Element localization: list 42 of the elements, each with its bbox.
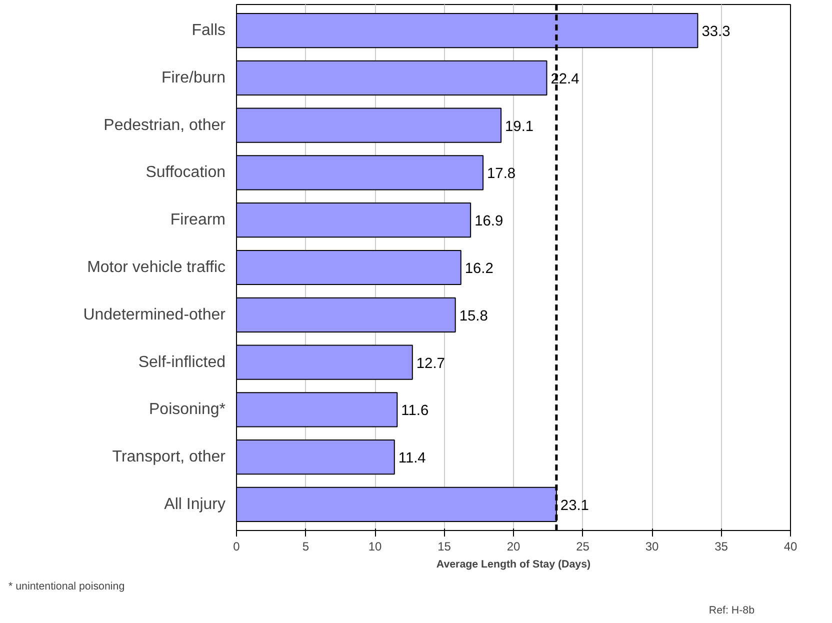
x-tick-label: 15 — [438, 540, 452, 554]
bar — [236, 108, 502, 143]
text: Ref: H-8b — [708, 604, 755, 616]
y-tick-label: Undetermined-other — [83, 306, 226, 324]
x-tick-label: 5 — [302, 540, 310, 554]
y-tick-label: Firearm — [170, 212, 226, 229]
bar — [236, 60, 548, 96]
data-label: 23.1 — [560, 498, 589, 514]
x-tick-label: 0 — [233, 540, 240, 554]
y-tick-label: Pedestrian, other — [104, 116, 226, 134]
x-tick-label: 10 — [368, 540, 382, 554]
y-tick-label: Falls — [192, 22, 226, 40]
bar — [236, 250, 462, 286]
x-tick-label: 20 — [506, 540, 520, 554]
data-label: 17.8 — [487, 166, 516, 182]
x-tick-label: 35 — [714, 540, 728, 554]
y-tick-label: Suffocation — [146, 164, 226, 182]
bar — [236, 439, 395, 475]
data-label: 16.2 — [464, 261, 494, 277]
y-tick-label: Transport, other — [112, 448, 226, 466]
bar — [236, 344, 413, 380]
data-label: 33.3 — [702, 24, 730, 40]
x-axis-title: Average Length of Stay (Days) — [436, 558, 592, 570]
bar — [236, 297, 456, 332]
y-tick-label: Self-inflicted — [138, 354, 226, 371]
text: * unintentional poisoning — [8, 580, 125, 592]
y-tick-label: Poisoning* — [149, 401, 226, 418]
data-label: 11.6 — [401, 403, 429, 420]
data-label: 15.8 — [459, 308, 488, 324]
x-tick-label: 30 — [645, 540, 659, 554]
bar — [236, 202, 472, 238]
y-tick-label: Motor vehicle traffic — [87, 259, 226, 276]
data-label: 19.1 — [505, 118, 534, 135]
x-tick-label: 25 — [576, 540, 590, 554]
y-tick-label: Fire/burn — [161, 69, 226, 86]
data-label: 16.9 — [474, 214, 504, 230]
data-label: 11.4 — [398, 450, 426, 467]
data-label: 12.7 — [416, 356, 445, 372]
bar — [236, 155, 484, 190]
x-tick-label: 40 — [784, 540, 798, 554]
bar — [236, 392, 398, 428]
y-tick-label: All Injury — [164, 496, 226, 513]
